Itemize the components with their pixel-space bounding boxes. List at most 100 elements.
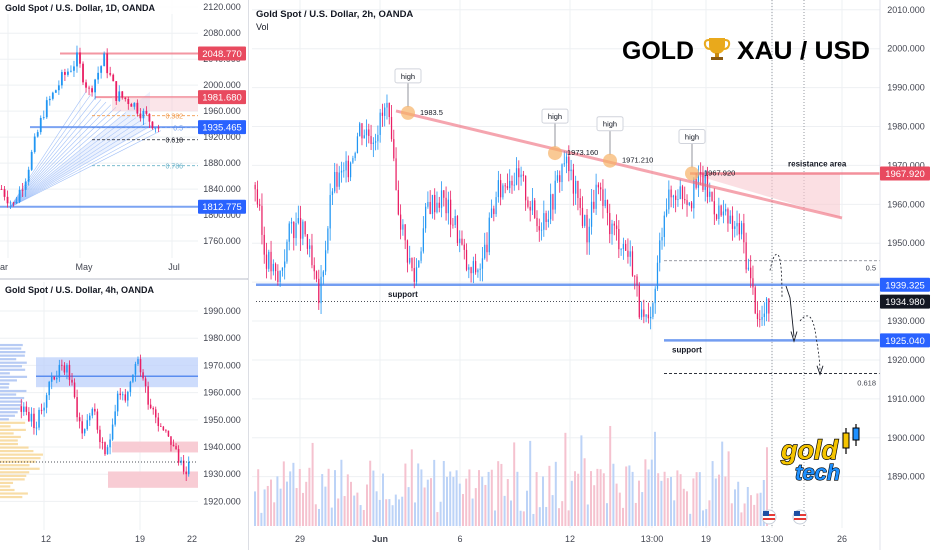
main-volume-bar — [734, 489, 736, 526]
main-volume-bar — [714, 478, 717, 526]
h4-candle — [122, 394, 124, 396]
main-candle — [584, 214, 586, 226]
main-volume-bar — [599, 469, 602, 526]
main-volume-bar — [570, 480, 573, 526]
main-candle — [625, 243, 627, 251]
brand-title-left: GOLD — [622, 37, 694, 65]
h4-candle — [94, 408, 96, 412]
main-volume-bar — [609, 425, 612, 526]
main-candle — [756, 313, 759, 320]
main-candle — [381, 112, 384, 116]
main-candle — [677, 199, 679, 200]
main-candle — [761, 316, 763, 320]
main-volume-bar — [433, 459, 436, 526]
h4-title: Gold Spot / U.S. Dollar, 4h, OANDA — [5, 285, 155, 295]
h4-candle — [160, 426, 162, 427]
main-candle — [668, 189, 670, 210]
main-volume-bar — [462, 494, 464, 526]
main-x-tick: 13:00 — [641, 534, 664, 544]
goldtech-logo: gold tech — [779, 424, 860, 486]
h4-profile-bar — [0, 492, 28, 495]
main-candle — [465, 249, 468, 270]
main-candle — [718, 205, 720, 219]
main-volume-bar — [580, 435, 583, 526]
main-candle — [343, 170, 345, 172]
main-volume-bar — [711, 461, 714, 526]
main-volume-bar — [270, 479, 272, 526]
daily-candle — [27, 169, 30, 182]
main-volume-bar — [538, 507, 541, 526]
main-high-markers: high 1983.5 high 1973.160 high 1971.210 high 19… — [394, 68, 735, 181]
h4-profile-bar — [0, 407, 20, 410]
daily-candle — [51, 92, 54, 99]
h4-y-axis-bg — [198, 280, 248, 550]
main-candle — [436, 202, 438, 213]
main-volume-bar — [692, 478, 695, 526]
main-volume-bar — [724, 476, 727, 526]
main-candle — [618, 228, 620, 250]
main-candle — [490, 208, 493, 218]
main-volume-bar — [343, 496, 346, 526]
main-volume-bar — [638, 480, 640, 526]
h4-profile-bar — [0, 351, 26, 354]
daily-candle — [145, 110, 148, 114]
main-volume-bar — [446, 476, 448, 526]
main-candle — [475, 261, 477, 273]
main-candle — [438, 202, 440, 208]
daily-candle — [94, 79, 96, 93]
h4-profile-bar — [0, 354, 25, 357]
main-volume-bar — [666, 478, 669, 526]
main-candle — [554, 180, 556, 210]
h4-candle — [83, 429, 86, 434]
main-volume-bar — [522, 511, 525, 526]
h4-candle — [68, 364, 71, 380]
h4-y-axis: 1990.000 1980.000 1970.000 1960.000 1950.000… — [198, 280, 248, 550]
us-flag-icon[interactable] — [761, 509, 777, 525]
daily-candle — [133, 102, 136, 107]
main-y-tick: 1890.000 — [887, 472, 925, 482]
h4-candle — [73, 382, 76, 398]
main-candle — [702, 173, 704, 190]
main-volume-bar — [330, 507, 333, 526]
main-candle — [529, 206, 531, 211]
main-volume-bar — [762, 479, 765, 526]
main-volume-bar — [276, 476, 279, 526]
main-candle — [722, 211, 725, 216]
main-candle — [665, 209, 668, 216]
daily-candle — [18, 189, 21, 202]
main-candle — [502, 185, 504, 198]
main-candle — [254, 184, 256, 190]
daily-y-tick: 2000.000 — [203, 80, 241, 90]
main-candle — [511, 180, 513, 186]
h4-profile-bar — [0, 389, 27, 393]
main-candle — [479, 268, 481, 270]
daily-candle — [70, 70, 72, 72]
us-flag-icon[interactable] — [792, 509, 808, 525]
main-candle — [561, 164, 563, 183]
main-volume-bar — [564, 432, 567, 526]
main-volume-bar — [346, 474, 349, 526]
h4-candle — [114, 411, 116, 425]
daily-y-tick: 1760.000 — [203, 236, 241, 246]
main-volume-bar — [324, 486, 327, 526]
main-high-value: 1971.210 — [622, 156, 653, 165]
h4-candle — [175, 446, 177, 450]
h4-candle — [20, 406, 23, 412]
main-candle — [704, 175, 706, 190]
main-volume-bar — [676, 470, 679, 526]
main-candle — [390, 116, 393, 140]
daily-fan-line — [9, 96, 97, 208]
daily-fan-line — [9, 114, 132, 208]
main-title: Gold Spot / U.S. Dollar, 2h, OANDA — [256, 9, 413, 20]
main-candle — [759, 319, 761, 320]
daily-candle — [127, 98, 130, 105]
main-volume-bar — [497, 461, 500, 526]
h4-candle — [142, 372, 144, 379]
h4-candle — [66, 364, 68, 373]
main-volume-bar — [702, 510, 704, 526]
main-volume-bar — [369, 460, 372, 526]
main-volume-bar — [650, 459, 653, 526]
daily-fan-line — [9, 130, 162, 208]
main-volume-bar — [548, 465, 551, 526]
main-candle — [522, 174, 524, 176]
